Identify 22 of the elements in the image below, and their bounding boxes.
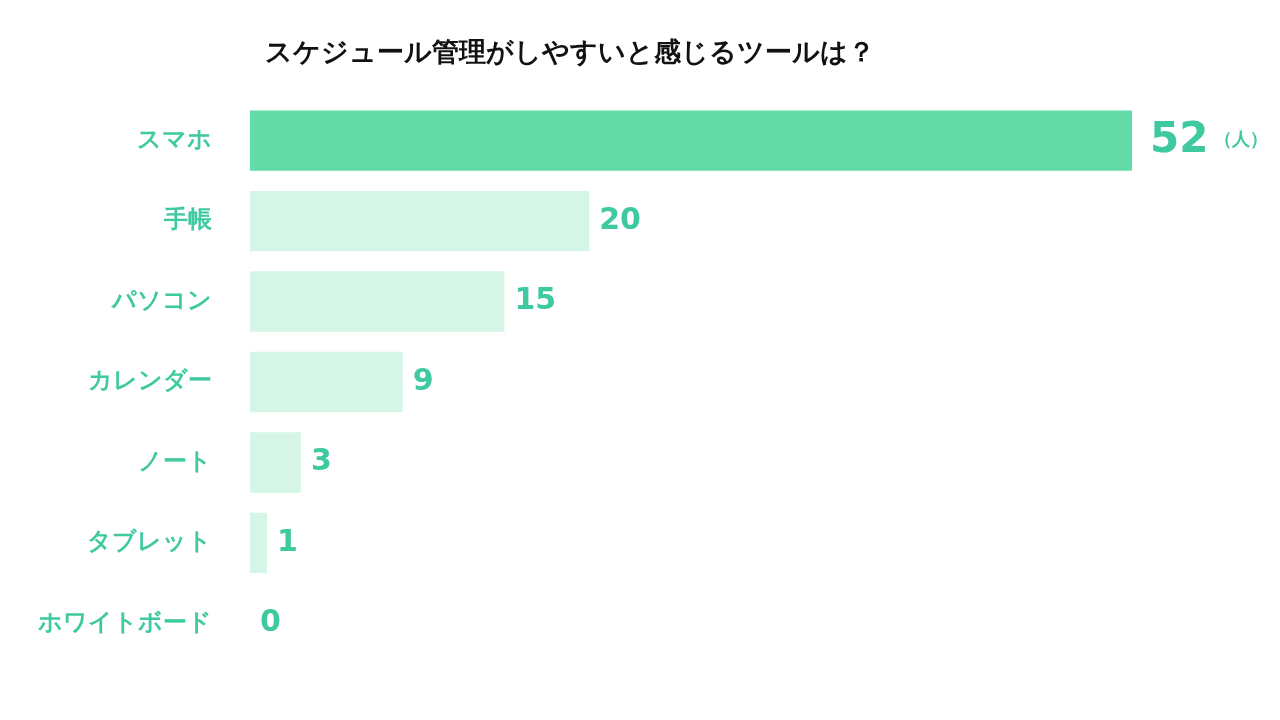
bar bbox=[250, 432, 301, 493]
y-tick-label: カレンダー bbox=[88, 366, 212, 395]
bar bbox=[250, 110, 1132, 171]
data-label: 20 bbox=[599, 200, 641, 236]
data-label: 9 bbox=[412, 361, 434, 397]
data-label: 52 bbox=[1150, 112, 1209, 162]
data-label: 0 bbox=[260, 603, 281, 639]
text: （人） bbox=[1214, 128, 1269, 150]
bar bbox=[250, 512, 267, 574]
y-tick-label: スマホ bbox=[137, 124, 212, 153]
y-tick-label: パソコン bbox=[110, 285, 212, 314]
data-label: 1 bbox=[276, 522, 298, 558]
y-tick-label: タブレット bbox=[87, 527, 212, 556]
data-label: 15 bbox=[514, 281, 557, 317]
data-label: 3 bbox=[310, 442, 332, 478]
bar bbox=[250, 190, 590, 252]
chart-title: スケジュール管理がしやすいと感じるツールは？ bbox=[265, 36, 875, 68]
y-tick-label: ホワイトボード bbox=[37, 607, 212, 636]
bar bbox=[250, 271, 505, 332]
bar bbox=[250, 351, 403, 413]
y-tick-label: ノート bbox=[138, 446, 212, 475]
y-tick-label: 手帳 bbox=[163, 205, 213, 234]
